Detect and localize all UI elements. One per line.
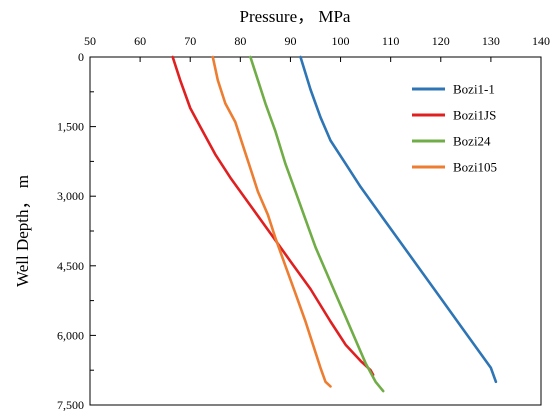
- y-axis-title: Well Depth， m: [13, 175, 32, 287]
- series-line-bozi1js: [171, 55, 375, 377]
- x-tick-label: 130: [482, 34, 500, 48]
- x-tick-label: 140: [532, 34, 550, 48]
- y-tick-label: 7,500: [57, 398, 84, 412]
- series-lines: [171, 55, 498, 393]
- x-tick-label: 100: [332, 34, 350, 48]
- x-tick-label: 50: [84, 34, 96, 48]
- x-tick-label: 70: [184, 34, 196, 48]
- legend: Bozi1-1 Bozi1JS Bozi24 Bozi105: [412, 82, 497, 175]
- legend-label: Bozi1-1: [453, 82, 495, 97]
- y-tick-label: 6,000: [57, 328, 84, 342]
- x-tick-label: 60: [134, 34, 146, 48]
- legend-label: Bozi24: [453, 134, 491, 149]
- series-line-bozi105: [211, 55, 332, 388]
- y-tick-label: 4,500: [57, 259, 84, 273]
- x-axis-title: Pressure， MPa: [240, 7, 351, 26]
- series-line-bozi24: [249, 55, 385, 393]
- series-line-bozi1-1: [299, 55, 498, 384]
- x-tick-label: 110: [382, 34, 400, 48]
- x-ticks: 50 60 70 80 90 100 110 120 130 140: [84, 34, 550, 62]
- x-tick-label: 80: [234, 34, 246, 48]
- y-tick-label: 3,000: [57, 189, 84, 203]
- y-tick-label: 0: [78, 50, 84, 64]
- x-tick-label: 90: [284, 34, 296, 48]
- legend-label: Bozi105: [453, 160, 497, 175]
- y-ticks: 0 1,500 3,000 4,500 6,000 7,500: [57, 50, 96, 412]
- x-tick-label: 120: [432, 34, 450, 48]
- y-tick-label: 1,500: [57, 120, 84, 134]
- legend-label: Bozi1JS: [453, 108, 496, 123]
